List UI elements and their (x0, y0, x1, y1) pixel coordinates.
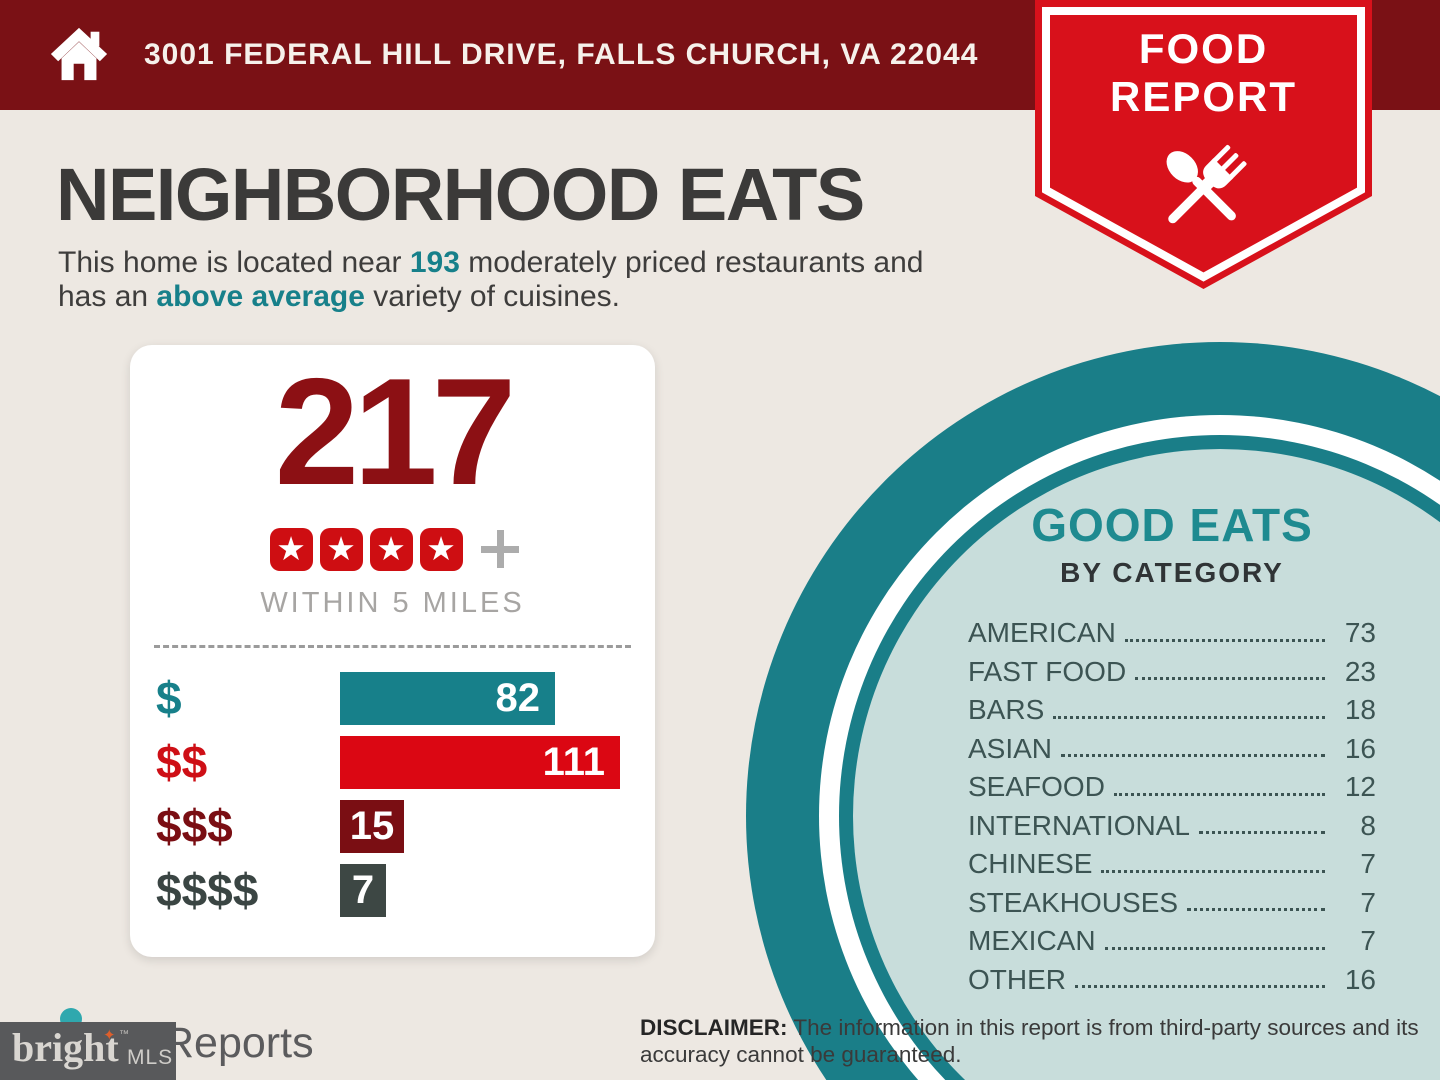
category-name: STEAKHOUSES (968, 886, 1179, 918)
subtitle-text: moderately priced restaurants and has an (58, 246, 924, 313)
star-rating: ★ ★ ★ ★ (266, 527, 466, 571)
category-name: AMERICAN (968, 617, 1116, 649)
dot-leader (1187, 908, 1325, 912)
category-name: BARS (968, 694, 1045, 726)
category-count: 7 (1360, 925, 1376, 957)
bright-wordmark: bright (12, 1025, 119, 1070)
bar-value-label: 7 (351, 868, 375, 912)
badge-title-line1: FOOD (1139, 25, 1268, 72)
category-name: CHINESE (968, 848, 1093, 880)
category-name: ASIAN (968, 732, 1053, 764)
restaurant-stats-card: 217 ★ ★ ★ ★ WITHIN 5 MILES $82 $$ 111 $$$ 15 $$$… (130, 345, 655, 957)
dot-leader (1104, 946, 1325, 950)
price-bar-row: $$$ 15 (130, 800, 655, 853)
category-count: 7 (1360, 848, 1376, 880)
plus-icon (481, 530, 519, 568)
category-count: 16 (1344, 732, 1376, 764)
category-count: 8 (1360, 809, 1376, 841)
bright-mls-logo: bright ✦ ™ MLS (0, 1022, 176, 1080)
dot-leader (1075, 985, 1325, 989)
subtitle-accent: above average (156, 280, 365, 313)
disclaimer-text: The information in this report is from t… (640, 1015, 1419, 1067)
subtitle-accent: 193 (409, 246, 460, 279)
price-tier-bar: 82 (340, 672, 555, 725)
bar-value-label: 111 (542, 740, 605, 784)
star-icon: ★ (369, 527, 413, 571)
dot-leader (1124, 638, 1325, 642)
subtitle-text: This home is located near (58, 246, 410, 279)
dot-leader (1053, 715, 1325, 719)
spark-icon: ✦ (103, 1027, 116, 1044)
disclaimer: DISCLAIMER: The information in this repo… (640, 1014, 1440, 1068)
page-title: NEIGHBORHOOD EATS (56, 153, 865, 236)
category-row: ASIAN 16 (968, 730, 1376, 769)
category-row: MEXICAN 7 (968, 922, 1376, 961)
category-count: 16 (1344, 963, 1376, 995)
radius-label: WITHIN 5 MILES (260, 587, 525, 619)
star-icon: ★ (419, 527, 463, 571)
disclaimer-label: DISCLAIMER: (640, 1015, 788, 1040)
price-tier-label: $$$$ (156, 864, 259, 916)
restaurant-total-count: 217 (274, 347, 517, 517)
price-tier-bar: 111 (340, 736, 620, 789)
good-eats-title: GOOD EATS (1031, 499, 1313, 551)
category-name: FAST FOOD (968, 655, 1127, 687)
bar-value-label: 82 (495, 676, 541, 720)
dot-leader (1198, 831, 1325, 835)
dot-leader (1101, 869, 1325, 873)
reports-watermark: Reports (163, 1019, 314, 1067)
price-bar-row: $82 (130, 672, 655, 725)
good-eats-subtitle: BY CATEGORY (1060, 557, 1284, 588)
category-count: 23 (1344, 655, 1376, 687)
category-row: AMERICAN 73 (968, 614, 1376, 653)
category-row: OTHER 16 (968, 961, 1376, 1000)
intro-subtitle: This home is located near 193 moderately… (58, 246, 924, 314)
mls-wordmark: MLS (127, 1046, 174, 1069)
price-tier-label: $ (156, 672, 182, 724)
badge-inner-border (1042, 7, 1365, 282)
price-tier-bar: 7 (340, 864, 386, 917)
star-icon: ★ (269, 527, 313, 571)
rating-row: ★ ★ ★ ★ (130, 527, 655, 571)
category-row: STEAKHOUSES 7 (968, 884, 1376, 923)
category-row: CHINESE 7 (968, 845, 1376, 884)
home-icon (50, 27, 108, 81)
trademark-symbol: ™ (119, 1029, 129, 1040)
dot-leader (1113, 792, 1325, 796)
price-bar-row: $$ 111 (130, 736, 655, 789)
star-icon: ★ (319, 527, 363, 571)
plus-vertical-bar (497, 530, 504, 568)
dot-leader (1061, 754, 1325, 758)
price-bar-row: $$$$ 7 (130, 864, 655, 917)
badge-title-line2: REPORT (1110, 73, 1297, 120)
property-address: 3001 FEDERAL HILL DRIVE, FALLS CHURCH, V… (144, 38, 979, 71)
dashed-divider (154, 645, 631, 648)
subtitle-text: variety of cuisines. (364, 280, 620, 313)
category-row: FAST FOOD 23 (968, 653, 1376, 692)
category-name: OTHER (968, 963, 1066, 995)
good-eats-panel: GOOD EATS BY CATEGORY AMERICAN 73 FAST FOO… (968, 498, 1376, 999)
category-name: SEAFOOD (968, 771, 1105, 803)
category-count: 12 (1344, 771, 1376, 803)
category-row: INTERNATIONAL 8 (968, 807, 1376, 846)
spoon-fork-icon (1166, 144, 1247, 224)
category-row: BARS 18 (968, 691, 1376, 730)
food-report-badge: FOOD REPORT (1035, 0, 1372, 289)
category-count: 7 (1360, 886, 1376, 918)
badge-pennant-shape (1035, 0, 1372, 289)
category-name: INTERNATIONAL (968, 809, 1190, 841)
price-tier-bar: 15 (340, 800, 404, 853)
bar-value-label: 15 (349, 804, 395, 848)
price-tier-label: $$ (156, 736, 208, 788)
category-list: AMERICAN 73 FAST FOOD 23 BARS 18 ASIAN 16 SEAFOO… (968, 614, 1376, 999)
dot-leader (1135, 677, 1325, 681)
price-tier-label: $$$ (156, 800, 233, 852)
category-count: 73 (1344, 617, 1376, 649)
category-row: SEAFOOD 12 (968, 768, 1376, 807)
price-tier-bar-chart: $82 $$ 111 $$$ 15 $$$$ 7 (130, 672, 655, 917)
category-count: 18 (1344, 694, 1376, 726)
category-name: MEXICAN (968, 925, 1096, 957)
